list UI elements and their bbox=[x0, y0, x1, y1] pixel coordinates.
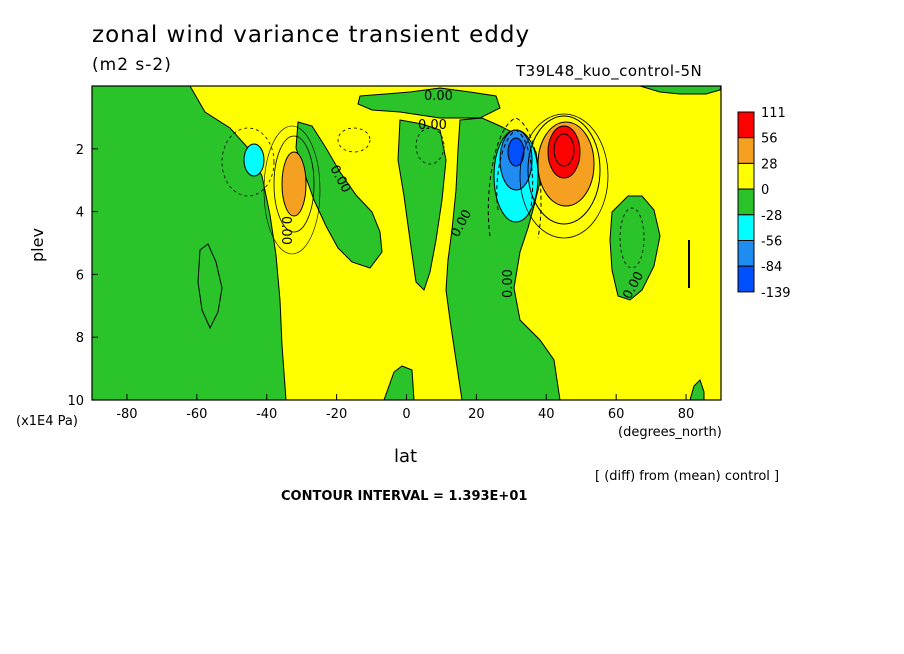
colorbar-swatch bbox=[737, 111, 755, 139]
colorbar-label: -56 bbox=[761, 235, 782, 250]
dashed-contour bbox=[496, 129, 534, 213]
negative-region-bottom-right bbox=[689, 379, 705, 400]
colorbar-label: 56 bbox=[761, 132, 778, 147]
diff-note: [ (diff) from (mean) control ] bbox=[595, 469, 780, 484]
colorbar-label: -139 bbox=[761, 286, 791, 301]
x-tick-label: -20 bbox=[326, 407, 347, 422]
negative-core-deep-blue bbox=[507, 137, 525, 167]
contour-label: 0.00 bbox=[418, 118, 447, 133]
contour-interval: CONTOUR INTERVAL = 1.393E+01 bbox=[281, 489, 528, 504]
run-label: T39L48_kuo_control-5N bbox=[516, 62, 703, 80]
y-tick-label: 6 bbox=[76, 268, 84, 283]
dashed-contour-central bbox=[415, 127, 445, 165]
positive-contour bbox=[527, 115, 601, 225]
y-tick-label: 8 bbox=[76, 331, 84, 346]
y-tick-label: 10 bbox=[67, 394, 84, 409]
colorbar-swatch bbox=[737, 214, 755, 242]
y-tick-label: 4 bbox=[76, 206, 84, 221]
y-tick-label: 2 bbox=[76, 143, 84, 158]
x-tick-label: -80 bbox=[116, 407, 137, 422]
negative-region-central bbox=[397, 119, 447, 291]
dashed-contour bbox=[487, 117, 542, 239]
negative-region-sh-polar bbox=[92, 86, 287, 400]
x-tick-label: 0 bbox=[402, 407, 410, 422]
x-axis-label: lat bbox=[394, 446, 418, 467]
negative-region-bottom bbox=[383, 365, 415, 400]
x-tick-label: -60 bbox=[186, 407, 207, 422]
colorbar-swatch bbox=[737, 188, 755, 216]
x-axis-units: (degrees_north) bbox=[618, 425, 722, 440]
colorbar-label: 0 bbox=[761, 183, 769, 198]
negative-region-sh-tongue bbox=[197, 243, 223, 330]
colorbar-label: -28 bbox=[761, 209, 782, 224]
x-tick-label: 20 bbox=[468, 407, 485, 422]
negative-region-sh-midlat bbox=[295, 121, 383, 269]
x-tick-label: 40 bbox=[538, 407, 555, 422]
x-tick-label: 80 bbox=[678, 407, 695, 422]
contour-label: 0.00 bbox=[424, 89, 453, 104]
plot-fill-layer bbox=[92, 86, 721, 400]
x-tick-label: -40 bbox=[256, 407, 277, 422]
x-axis-ticks: -80 -60 -40 -20 0 20 40 60 80 bbox=[116, 394, 694, 422]
positive-contour-sh bbox=[273, 135, 315, 233]
positive-contour bbox=[519, 113, 609, 239]
colorbar-swatch bbox=[737, 137, 755, 164]
contour-label: 0.00 bbox=[278, 216, 293, 245]
chart-title: zonal wind variance transient eddy bbox=[92, 22, 531, 48]
positive-core-sh bbox=[281, 151, 307, 217]
colorbar-swatch bbox=[737, 240, 755, 267]
negative-region-nh-polar bbox=[609, 195, 661, 301]
x-tick-label: 60 bbox=[608, 407, 625, 422]
chart-units: (m2 s-2) bbox=[92, 55, 172, 75]
colorbar-swatch bbox=[737, 265, 755, 293]
dashed-contour-sh bbox=[221, 127, 275, 197]
contour-label: 0.00 bbox=[501, 269, 516, 298]
positive-contour bbox=[553, 133, 575, 167]
colorbar: 111 56 28 0 -28 -56 -84 -139 bbox=[737, 106, 791, 301]
positive-contour-sh bbox=[263, 125, 321, 255]
positive-core-red bbox=[547, 125, 581, 179]
negative-region-top bbox=[357, 87, 501, 119]
y-axis-units: (x1E4 Pa) bbox=[16, 414, 78, 429]
colorbar-label: 111 bbox=[761, 106, 786, 121]
dashed-contour-sh-mid bbox=[337, 127, 371, 153]
colorbar-label: -84 bbox=[761, 260, 782, 275]
dashed-contour-nh-polar bbox=[619, 207, 645, 269]
colorbar-swatch bbox=[737, 162, 755, 190]
colorbar-label: 28 bbox=[761, 157, 778, 172]
negative-core-sh bbox=[243, 143, 265, 177]
y-axis-ticks: 2 4 6 8 10 bbox=[67, 143, 98, 409]
